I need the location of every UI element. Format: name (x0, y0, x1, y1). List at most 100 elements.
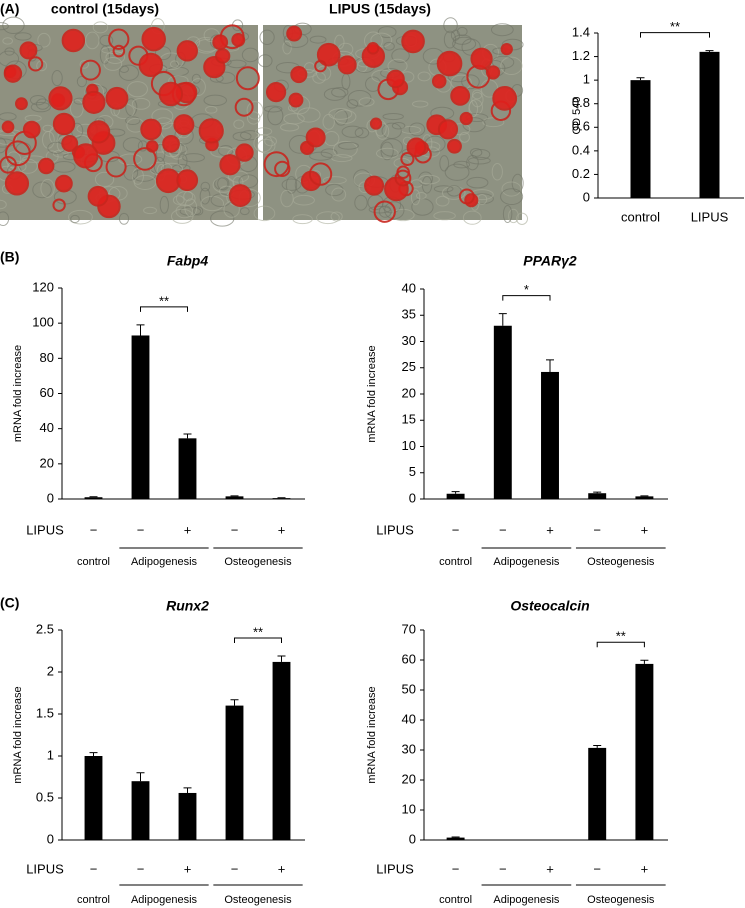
texture (468, 156, 491, 165)
error-bar (451, 836, 460, 838)
x-tick-label: − (90, 861, 98, 876)
texture (368, 205, 391, 214)
texture (0, 112, 17, 121)
texture (263, 105, 283, 113)
bar (225, 705, 244, 840)
x-tick-label: + (641, 861, 649, 876)
y-tick-label: 60 (40, 385, 54, 400)
texture (257, 54, 273, 68)
texture (67, 209, 93, 225)
cell (22, 120, 41, 139)
error-bar (230, 699, 239, 706)
y-tick-label: 0.5 (36, 789, 54, 804)
cell (394, 169, 412, 187)
bar (699, 51, 720, 198)
cell (0, 156, 17, 174)
bar (84, 497, 103, 499)
group-label: control (439, 556, 472, 568)
significance-bracket (596, 641, 645, 648)
cell (400, 151, 415, 167)
texture (99, 34, 114, 47)
bar (588, 747, 607, 840)
error-bar (451, 491, 460, 494)
bar (272, 498, 291, 499)
significance-bracket (640, 32, 710, 38)
texture (500, 188, 524, 206)
texture (246, 111, 261, 125)
y-tick-label: 0.6 (572, 119, 590, 134)
cell (450, 85, 471, 106)
texture (118, 212, 130, 225)
bar (178, 438, 197, 499)
texture (172, 195, 185, 205)
texture (253, 134, 273, 153)
texture (2, 37, 13, 45)
y-tick-label: 1 (47, 747, 54, 762)
group-label: Osteogenesis (224, 894, 292, 906)
cell (235, 66, 260, 91)
texture (0, 137, 7, 154)
texture (320, 148, 338, 158)
chart-title: Fabp4 (167, 253, 208, 269)
texture (375, 147, 399, 159)
texture (462, 210, 482, 225)
bar (178, 792, 197, 840)
bar (272, 661, 291, 840)
texture (391, 122, 406, 130)
cell (401, 29, 425, 54)
texture (380, 138, 403, 157)
bar (225, 496, 244, 499)
cell (3, 64, 23, 83)
texture (370, 32, 393, 48)
x-tick-label: − (231, 522, 239, 537)
x-tick-label: + (641, 522, 649, 537)
cell (459, 111, 473, 126)
cell (80, 59, 101, 81)
bar (446, 493, 465, 499)
group-label: control (77, 556, 110, 568)
texture (312, 71, 326, 84)
texture (282, 40, 292, 55)
bar (635, 663, 654, 840)
texture (331, 86, 349, 98)
bar (84, 756, 103, 840)
cell (112, 44, 126, 58)
cell (316, 42, 341, 67)
image-caption: LIPUS (15days) (329, 1, 431, 17)
texture (203, 94, 228, 107)
cell (436, 50, 463, 77)
cells (0, 16, 529, 227)
y-axis-label: OD 540 (571, 97, 583, 135)
texture (193, 206, 204, 216)
x-tick-label: + (278, 861, 286, 876)
error-bar (498, 313, 507, 326)
texture (217, 176, 230, 191)
y-tick-label: 1 (583, 72, 590, 87)
cell (19, 41, 38, 60)
texture (417, 71, 431, 82)
texture (380, 141, 394, 161)
cell (52, 198, 66, 212)
error-bar (640, 495, 649, 497)
texture (184, 198, 198, 217)
texture (210, 210, 235, 227)
y-tick-label: 0.8 (572, 95, 590, 110)
x-axis-label: LIPUS (26, 522, 64, 537)
error-bar (136, 324, 145, 336)
texture (459, 131, 470, 143)
x-axis-label: LIPUS (376, 861, 414, 876)
texture (466, 176, 489, 189)
texture (468, 100, 479, 118)
x-tick-label: − (137, 861, 145, 876)
texture (439, 155, 450, 172)
cell (61, 134, 79, 152)
cell (447, 138, 462, 154)
texture (316, 211, 340, 225)
texture (264, 136, 277, 147)
y-tick-label: 100 (32, 315, 54, 330)
bar (541, 371, 559, 499)
texture (257, 138, 276, 154)
y-tick-label: 0.2 (572, 166, 590, 181)
cell (140, 118, 162, 141)
texture (37, 32, 51, 48)
